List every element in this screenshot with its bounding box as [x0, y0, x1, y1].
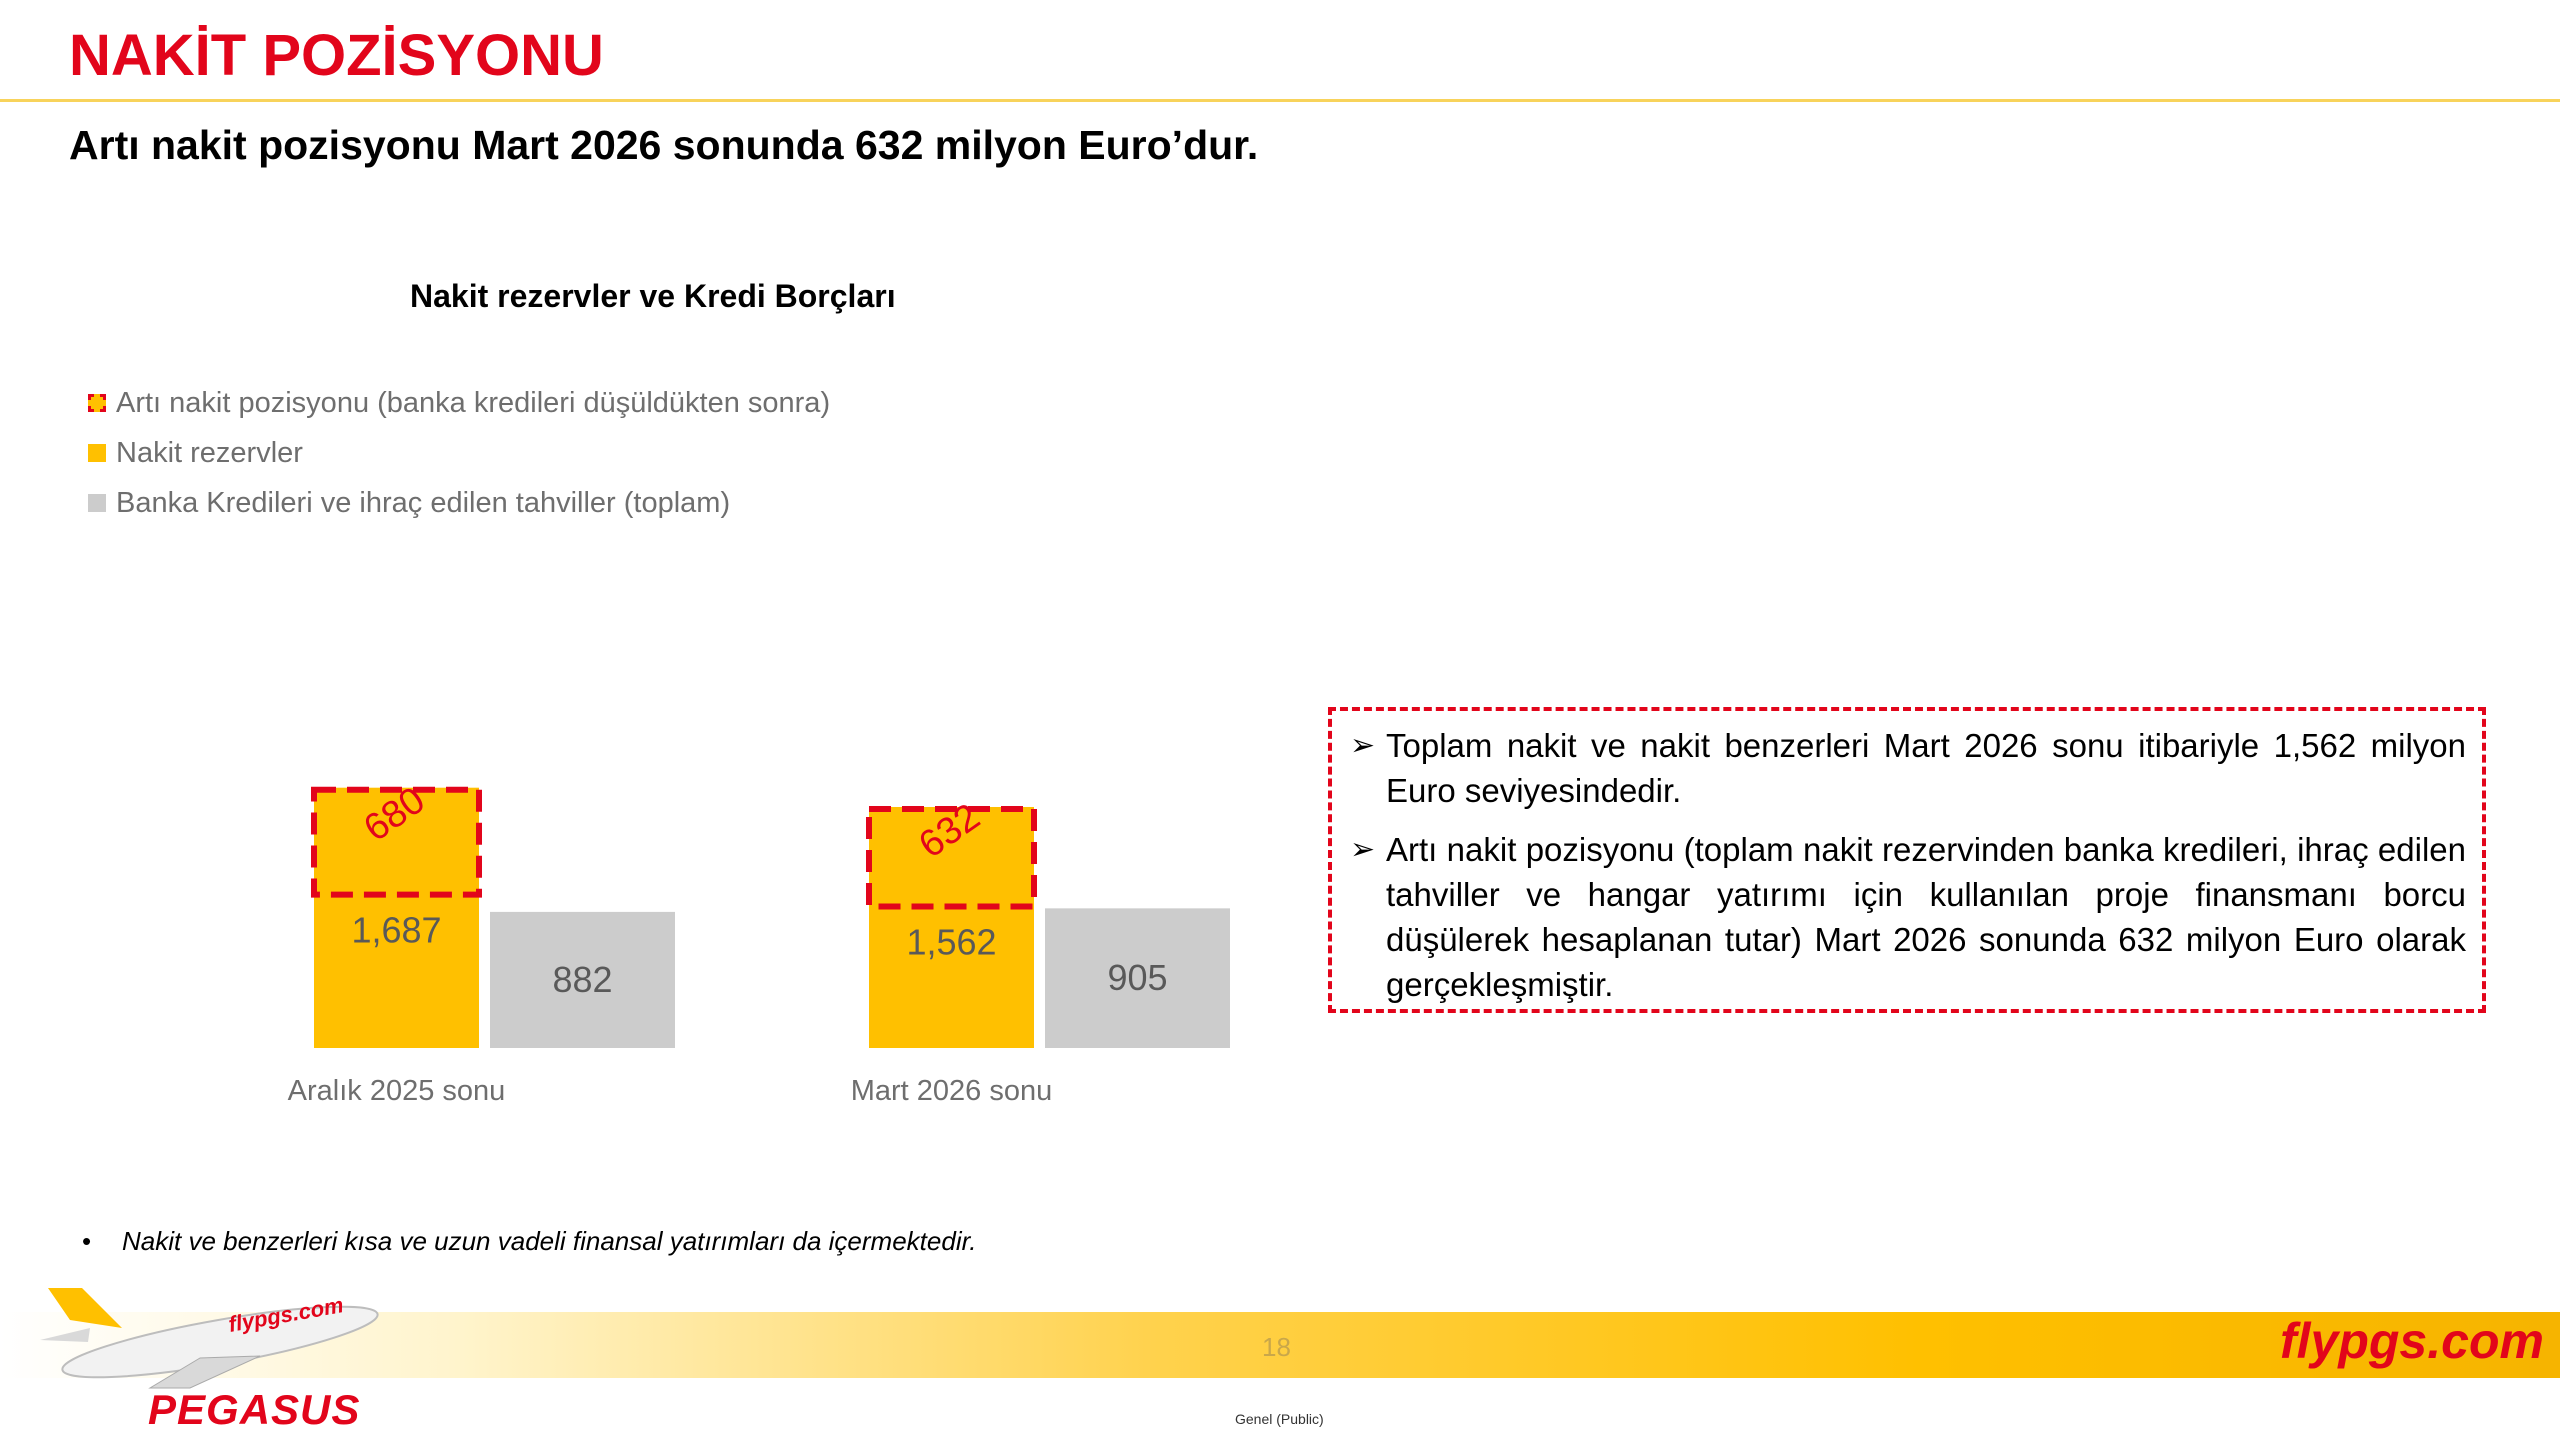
- legend-label-net-cash: Artı nakit pozisyonu (banka kredileri dü…: [116, 386, 831, 419]
- footnote: • Nakit ve benzerleri kısa ve uzun vadel…: [82, 1226, 977, 1257]
- arrow-bullet-icon: ➢: [1350, 729, 1376, 762]
- footer-band: [0, 1312, 2560, 1378]
- data-label-bank-debt: 905: [1107, 957, 1167, 998]
- key-points-callout: ➢ Toplam nakit ve nakit benzerleri Mart …: [1328, 707, 2486, 1013]
- legend-item-net-cash: Artı nakit pozisyonu (banka kredileri dü…: [88, 378, 830, 428]
- title-divider: [0, 99, 2560, 102]
- chart-legend: Artı nakit pozisyonu (banka kredileri dü…: [88, 378, 830, 528]
- brand-url: flypgs.com: [2280, 1313, 2544, 1369]
- classification-label: Genel (Public): [1235, 1411, 1324, 1427]
- callout-bullet: ➢ Toplam nakit ve nakit benzerleri Mart …: [1350, 723, 2466, 813]
- legend-item-cash-reserves: Nakit rezervler: [88, 428, 830, 478]
- bar-net-cash-outline: [866, 805, 1037, 910]
- bar-bank-debt: [490, 911, 675, 1048]
- x-axis-tick-label: Mart 2026 sonu: [851, 1075, 1053, 1107]
- legend-label-cash-reserves: Nakit rezervler: [116, 436, 303, 469]
- callout-bullet-text: Toplam nakit ve nakit benzerleri Mart 20…: [1386, 727, 2466, 809]
- airplane-logo-icon: flypgs.com: [40, 1288, 379, 1389]
- legend-swatch-cash-reserves: [88, 444, 106, 462]
- legend-item-bank-debt: Banka Kredileri ve ihraç edilen tahville…: [88, 478, 830, 528]
- data-label-cash-reserves: 1,687: [351, 910, 441, 951]
- footnote-text: Nakit ve benzerleri kısa ve uzun vadeli …: [122, 1226, 977, 1256]
- bar-cash-reserves: [314, 787, 479, 1048]
- x-axis-tick-label: Aralık 2025 sonu: [288, 1075, 506, 1107]
- legend-label-bank-debt: Banka Kredileri ve ihraç edilen tahville…: [116, 486, 731, 519]
- page-title: NAKİT POZİSYONU: [69, 23, 604, 88]
- bullet-dot-icon: •: [82, 1226, 92, 1256]
- page-number: 18: [1262, 1332, 1291, 1362]
- data-label-cash-reserves: 1,562: [906, 922, 996, 963]
- pegasus-logo: PEGASUS: [148, 1386, 361, 1433]
- bar-cash-reserves: [869, 806, 1034, 1048]
- callout-bullet-text: Artı nakit pozisyonu (toplam nakit rezer…: [1386, 831, 2466, 1003]
- data-label-bank-debt: 882: [552, 959, 612, 1000]
- bar-bank-debt: [1045, 908, 1230, 1048]
- arrow-bullet-icon: ➢: [1350, 833, 1376, 866]
- page-subtitle: Artı nakit pozisyonu Mart 2026 sonunda 6…: [69, 122, 1259, 168]
- callout-bullet: ➢ Artı nakit pozisyonu (toplam nakit rez…: [1350, 827, 2466, 1007]
- legend-swatch-bank-debt: [88, 494, 106, 512]
- chart-title: Nakit rezervler ve Kredi Borçları: [410, 278, 896, 314]
- bar-net-cash-outline: [311, 786, 482, 898]
- legend-swatch-net-cash: [88, 394, 106, 412]
